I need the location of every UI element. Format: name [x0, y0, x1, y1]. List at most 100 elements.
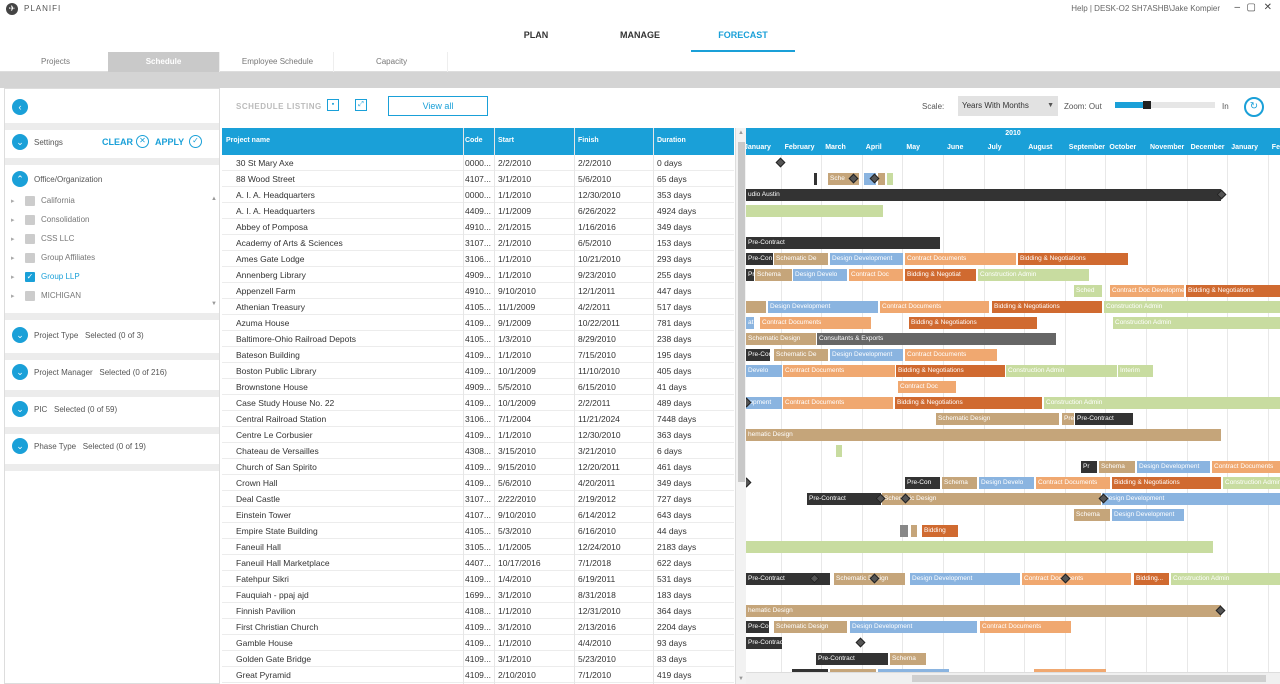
checkbox[interactable] [25, 234, 35, 244]
apply-check-icon[interactable]: ✓ [189, 135, 202, 148]
gantt-bar[interactable]: Design Development [830, 253, 903, 265]
table-row[interactable]: Appenzell Farm 4910... 9/10/2010 12/1/2011 4… [222, 283, 734, 299]
nav-forecast[interactable]: FORECAST [691, 22, 795, 52]
expand-icon[interactable]: ▸ [11, 274, 15, 281]
gantt-bar[interactable]: Contract Documents [980, 621, 1071, 633]
gantt-bar[interactable] [900, 525, 908, 537]
user-info[interactable]: Help | DESK-O2 SH7ASHB\Jake Kompier [1071, 4, 1220, 13]
chevron-down-icon[interactable]: ⌄ [12, 364, 28, 380]
table-row[interactable]: Church of San Spirito 4109... 9/15/2010 12/… [222, 459, 734, 475]
scrollbar-thumb[interactable] [912, 675, 1266, 682]
scroll-up-icon[interactable]: ▲ [211, 196, 217, 202]
checkbox[interactable] [25, 291, 35, 301]
table-row[interactable]: Golden Gate Bridge 4109... 3/1/2010 5/23/20… [222, 651, 734, 667]
gantt-bar[interactable]: Pre-Con [905, 477, 940, 489]
zoom-handle[interactable] [1143, 101, 1151, 109]
table-row[interactable]: 88 Wood Street 4107... 3/1/2010 5/6/2010 65 … [222, 171, 734, 187]
gantt-bar[interactable]: Contract Doc [849, 269, 903, 281]
table-row[interactable]: Brownstone House 4909... 5/5/2010 6/15/2010… [222, 379, 734, 395]
gantt-bar[interactable]: Contract Doc Development [1110, 285, 1184, 297]
gantt-bar[interactable] [746, 301, 766, 313]
gantt-bar[interactable] [911, 525, 917, 537]
table-row[interactable]: Chateau de Versailles 4308... 3/15/2010 3/2… [222, 443, 734, 459]
milestone-icon[interactable] [775, 157, 786, 168]
expand-icon[interactable]: ▸ [11, 293, 15, 300]
gantt-bar[interactable]: Contract Documents [783, 365, 895, 377]
apply-button[interactable]: APPLY [155, 137, 185, 147]
gantt-bar[interactable] [746, 205, 883, 217]
gantt-bar[interactable]: Schematic Design [774, 621, 847, 633]
table-row[interactable]: Azuma House 4109... 9/1/2009 10/22/2011 781 … [222, 315, 734, 331]
table-row[interactable]: Fatehpur Sikri 4109... 1/4/2010 6/19/2011 53… [222, 571, 734, 587]
gantt-bar[interactable]: Contract Documents [880, 301, 989, 313]
gantt-bar[interactable] [836, 445, 842, 457]
gantt-bar[interactable]: Pre-Contract [746, 573, 830, 585]
gantt-bar[interactable]: Schematic Design [746, 333, 816, 345]
col-code[interactable]: Code [465, 137, 483, 144]
col-finish[interactable]: Finish [578, 137, 599, 144]
gantt-bar[interactable]: Pre [1062, 413, 1074, 425]
table-row[interactable]: Centre Le Corbusier 4109... 1/1/2010 12/30/… [222, 427, 734, 443]
col-project-name[interactable]: Project name [226, 137, 270, 144]
chevron-down-icon[interactable]: ⌄ [12, 401, 28, 417]
gantt-bar[interactable]: Pre-Contract [746, 237, 940, 249]
filter-label[interactable]: PIC Selected (0 of 59) [34, 405, 117, 414]
table-row[interactable]: Abbey of Pomposa 4910... 2/1/2015 1/16/2016… [222, 219, 734, 235]
expand-icon[interactable]: ▸ [11, 255, 15, 262]
gantt-bar[interactable]: Design Development [830, 349, 903, 361]
chevron-down-icon[interactable]: ⌄ [12, 438, 28, 454]
gantt-bar[interactable]: Pr [1081, 461, 1097, 473]
gantt-scrollbar[interactable] [746, 672, 1280, 684]
gantt-bar[interactable]: Design Development [850, 621, 977, 633]
filter-label[interactable]: Phase Type Selected (0 of 19) [34, 442, 146, 451]
gantt-bar[interactable]: Construction Admin [1171, 573, 1280, 585]
table-row[interactable]: Bateson Building 4109... 1/1/2010 7/15/2010… [222, 347, 734, 363]
gantt-bar[interactable]: Schematic Design [834, 573, 905, 585]
scroll-down-icon[interactable]: ▼ [211, 301, 217, 307]
gantt-bar[interactable]: Schematic De [774, 253, 828, 265]
gantt-bar[interactable]: Develo [746, 365, 782, 377]
gantt-bar[interactable]: lopment [746, 397, 782, 409]
nav-manage[interactable]: MANAGE [620, 30, 660, 40]
expand-icon[interactable]: ▸ [11, 217, 15, 224]
gantt-bar[interactable]: Bidding & Negotiations [896, 365, 1005, 377]
table-row[interactable]: Fauquiah - ppaj ajd 1699... 3/1/2010 8/31/2… [222, 587, 734, 603]
gantt-bar[interactable]: Pre-Contract [746, 637, 782, 649]
gantt-bar[interactable]: Contract Documents [783, 397, 893, 409]
gantt-bar[interactable]: hematic Design [746, 605, 1221, 617]
gantt-bar[interactable]: Contract Documents [905, 253, 1016, 265]
table-row[interactable]: Deal Castle 3107... 2/22/2010 2/19/2012 727 … [222, 491, 734, 507]
gantt-bar[interactable]: Bidding & Negotiations [1186, 285, 1280, 297]
table-row[interactable]: Case Study House No. 22 4109... 10/1/2009 2… [222, 395, 734, 411]
gantt-bar[interactable] [814, 173, 817, 185]
gantt-bar[interactable]: Pre-Contract [816, 653, 888, 665]
gantt-bar[interactable]: Design Development [1137, 461, 1210, 473]
gantt-bar[interactable]: hematic Design [746, 429, 1221, 441]
gantt-bar[interactable]: Contract Documents [1022, 573, 1131, 585]
table-row[interactable]: Ames Gate Lodge 3106... 1/1/2010 10/21/2010… [222, 251, 734, 267]
gantt-bar[interactable]: Pre-Con [746, 253, 773, 265]
collapse-panel-icon[interactable]: ‹ [12, 99, 28, 115]
scrollbar-thumb[interactable] [738, 142, 745, 482]
gantt-bar[interactable]: Schema [1099, 461, 1135, 473]
gantt-bar[interactable]: Pre-Contract [807, 493, 881, 505]
gantt-bar[interactable]: Bidding & Negotiations [895, 397, 1042, 409]
milestone-icon[interactable] [746, 477, 752, 488]
scale-select[interactable]: Years With Months ▼ [958, 96, 1058, 116]
gantt-bar[interactable]: Design Development [1112, 509, 1184, 521]
gantt-bar[interactable]: Pre [746, 269, 754, 281]
clear-button[interactable]: CLEAR [102, 137, 133, 147]
gantt-bar[interactable]: Design Development [910, 573, 1020, 585]
gantt-bar[interactable]: Design Development [768, 301, 878, 313]
gantt-bar[interactable]: Contract Documents [1212, 461, 1280, 473]
tab-employee-schedule[interactable]: Employee Schedule [222, 52, 334, 72]
refresh-icon[interactable]: ↻ [1244, 97, 1264, 117]
gantt-bar[interactable]: Schematic De [774, 349, 828, 361]
milestone-icon[interactable] [855, 637, 866, 648]
table-row[interactable]: Faneuil Hall 3105... 1/1/2005 12/24/2010 218… [222, 539, 734, 555]
gantt-bar[interactable]: Design Development [1102, 493, 1280, 505]
gantt-bar[interactable]: Design Develo [793, 269, 847, 281]
expand-icon[interactable]: ⤢ [355, 99, 367, 111]
table-row[interactable]: Central Railroad Station 3106... 7/1/2004 1… [222, 411, 734, 427]
table-row[interactable]: First Christian Church 4109... 3/1/2010 2/1… [222, 619, 734, 635]
